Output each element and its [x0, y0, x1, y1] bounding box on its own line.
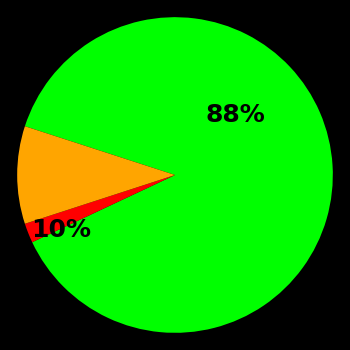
Wedge shape	[25, 175, 175, 242]
Text: 88%: 88%	[205, 103, 265, 127]
Wedge shape	[17, 126, 175, 224]
Text: 10%: 10%	[32, 218, 91, 242]
Wedge shape	[25, 17, 333, 333]
